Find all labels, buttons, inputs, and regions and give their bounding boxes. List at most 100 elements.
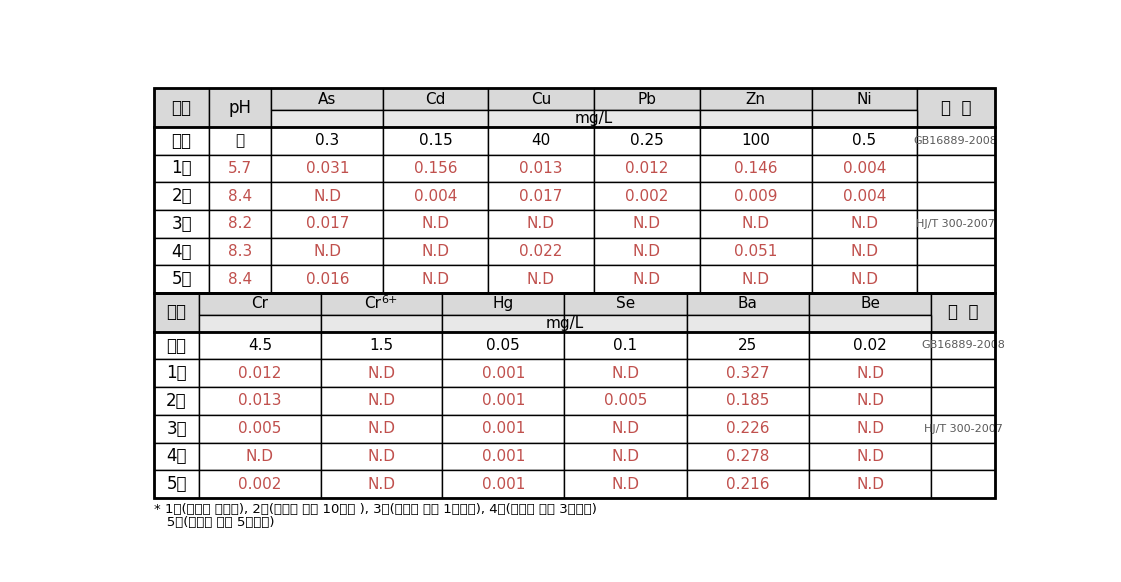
Bar — [917, 155, 995, 182]
Text: N.D: N.D — [632, 217, 660, 231]
Bar — [686, 359, 809, 387]
Text: 4회: 4회 — [166, 448, 187, 466]
Text: As: As — [318, 91, 336, 107]
Bar — [932, 442, 995, 470]
Text: N.D: N.D — [368, 449, 396, 464]
Text: 4회: 4회 — [172, 243, 192, 261]
Bar — [200, 470, 321, 498]
Bar — [154, 415, 200, 442]
Bar — [917, 237, 995, 265]
Text: Hg: Hg — [492, 296, 513, 311]
Bar — [200, 387, 321, 415]
Text: 구분: 구분 — [167, 303, 186, 321]
Bar — [932, 387, 995, 415]
Text: Ni: Ni — [856, 91, 872, 107]
Bar — [443, 470, 564, 498]
Text: Zn: Zn — [745, 91, 766, 107]
Text: 5회: 5회 — [172, 270, 192, 288]
Bar — [564, 442, 686, 470]
Bar — [383, 265, 488, 293]
Bar — [593, 155, 700, 182]
Bar — [210, 265, 271, 293]
Text: N.D: N.D — [527, 272, 555, 287]
Bar — [443, 442, 564, 470]
Text: 0.278: 0.278 — [726, 449, 769, 464]
Text: 0.005: 0.005 — [603, 393, 647, 409]
Text: 1회: 1회 — [172, 159, 192, 178]
Bar — [383, 88, 488, 110]
Text: N.D: N.D — [742, 217, 770, 231]
Bar — [686, 470, 809, 498]
Text: 0.012: 0.012 — [238, 365, 281, 381]
Bar — [271, 182, 383, 210]
Text: 1.5: 1.5 — [370, 338, 393, 353]
Text: 0.031: 0.031 — [306, 161, 349, 176]
Bar — [154, 293, 200, 332]
Text: Pb: Pb — [637, 91, 656, 107]
Bar — [488, 182, 593, 210]
Text: 0.013: 0.013 — [238, 393, 281, 409]
Text: * 1회(안정화 처리전), 2회(안정화 처리 10일후 ), 3회(안정화 처리 1개월후), 4회(안정화 처리 3개월후): * 1회(안정화 처리전), 2회(안정화 처리 10일후 ), 3회(안정화 … — [154, 503, 597, 516]
Text: 25: 25 — [738, 338, 758, 353]
Bar — [271, 127, 383, 155]
Bar — [200, 293, 321, 315]
Bar — [154, 293, 995, 498]
Bar — [443, 387, 564, 415]
Text: 8.3: 8.3 — [228, 244, 252, 259]
Bar — [488, 88, 593, 110]
Text: 8.4: 8.4 — [228, 189, 252, 204]
Text: 비  고: 비 고 — [948, 303, 979, 321]
Text: 0.013: 0.013 — [519, 161, 563, 176]
Bar — [809, 442, 932, 470]
Bar — [812, 182, 917, 210]
Text: HJ/T 300-2007: HJ/T 300-2007 — [924, 424, 1002, 434]
Text: GB16889-2008: GB16889-2008 — [914, 136, 998, 146]
Bar — [154, 237, 210, 265]
Bar — [200, 359, 321, 387]
Bar — [200, 415, 321, 442]
Text: mg/L: mg/L — [546, 315, 584, 331]
Bar — [383, 237, 488, 265]
Bar — [154, 182, 210, 210]
Bar — [488, 110, 593, 127]
Bar — [271, 265, 383, 293]
Bar — [321, 442, 443, 470]
Bar — [932, 332, 995, 359]
Bar — [700, 210, 812, 237]
Bar — [809, 315, 932, 332]
Bar — [200, 332, 321, 359]
Bar — [321, 415, 443, 442]
Text: N.D: N.D — [368, 365, 396, 381]
Text: 2회: 2회 — [166, 392, 187, 410]
Text: 0.017: 0.017 — [306, 217, 349, 231]
Bar — [564, 332, 686, 359]
Text: 0.15: 0.15 — [419, 133, 453, 148]
Text: 2회: 2회 — [172, 187, 192, 205]
Bar — [564, 315, 686, 332]
Text: 0.1: 0.1 — [613, 338, 638, 353]
Text: 0.25: 0.25 — [630, 133, 664, 148]
Text: GB16889-2008: GB16889-2008 — [921, 340, 1006, 350]
Bar — [271, 210, 383, 237]
Bar — [321, 470, 443, 498]
Text: 0.226: 0.226 — [726, 421, 769, 436]
Text: HJ/T 300-2007: HJ/T 300-2007 — [916, 219, 995, 229]
Text: 4.5: 4.5 — [248, 338, 272, 353]
Text: N.D: N.D — [421, 272, 450, 287]
Bar — [917, 88, 995, 127]
Text: 0.327: 0.327 — [726, 365, 769, 381]
Bar — [383, 182, 488, 210]
Bar — [700, 110, 812, 127]
Bar — [200, 442, 321, 470]
Text: mg/L: mg/L — [575, 111, 613, 126]
Text: 0.02: 0.02 — [853, 338, 887, 353]
Text: 5회(안정화 처리 5개월후): 5회(안정화 처리 5개월후) — [154, 516, 275, 530]
Text: 0.022: 0.022 — [519, 244, 563, 259]
Text: N.D: N.D — [611, 421, 639, 436]
Bar — [932, 470, 995, 498]
Bar — [812, 265, 917, 293]
Bar — [564, 293, 686, 315]
Bar — [809, 387, 932, 415]
Text: 0.05: 0.05 — [487, 338, 520, 353]
Bar — [932, 293, 995, 332]
